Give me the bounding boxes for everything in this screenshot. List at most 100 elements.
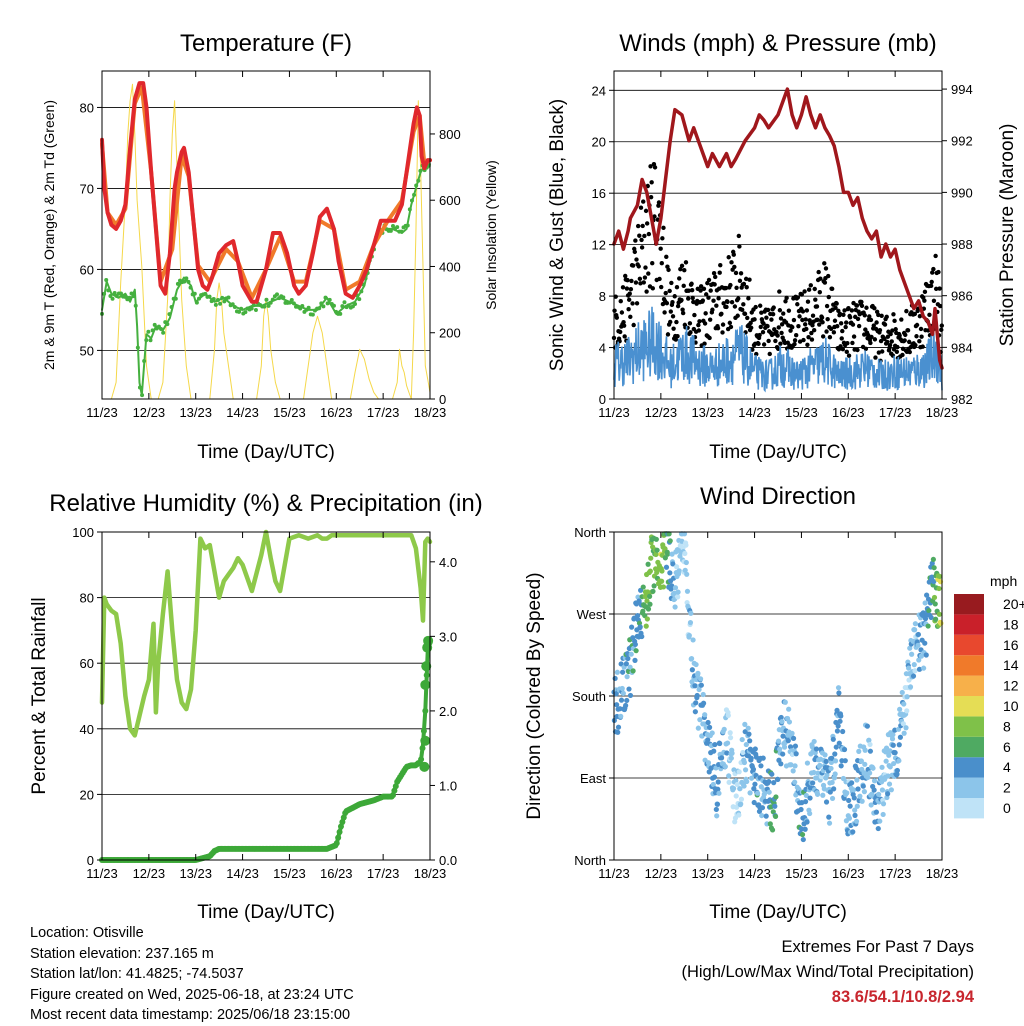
direction-point [916, 657, 922, 663]
direction-point [779, 718, 785, 725]
direction-point [800, 836, 806, 843]
dewpoint-line [101, 163, 431, 396]
direction-point [758, 763, 764, 769]
direction-point [740, 749, 746, 756]
gust-point [769, 317, 774, 322]
direction-point [681, 531, 688, 537]
gust-point [844, 349, 849, 355]
gust-point [659, 261, 664, 266]
dewpoint-point [207, 294, 212, 299]
direction-point [627, 692, 634, 699]
gust-point [797, 314, 802, 319]
wind-y2-tick-label: 994 [951, 82, 973, 97]
gust-point [624, 286, 630, 291]
direction-point [829, 795, 836, 802]
legend-label: 10 [1003, 698, 1019, 714]
direction-point [645, 606, 652, 612]
direction-point [903, 725, 909, 731]
rh-y2-tick-label: 4.0 [439, 555, 457, 570]
direction-point [790, 735, 797, 741]
direction-point [650, 588, 656, 594]
gust-point [859, 299, 864, 305]
gust-point [778, 316, 784, 321]
gust-point [907, 349, 912, 355]
gust-point [827, 334, 833, 340]
gust-point [672, 294, 677, 299]
wind-y-tick-label: 4 [599, 341, 606, 356]
gust-point [882, 336, 887, 342]
direction-point [811, 738, 817, 745]
dewpoint-point [388, 228, 393, 233]
direction-point [847, 803, 853, 809]
direction-point [910, 673, 917, 679]
direction-point [714, 813, 720, 819]
gust-point [677, 276, 682, 281]
direction-point [793, 751, 799, 757]
legend-swatch [954, 655, 984, 676]
gust-point [791, 317, 797, 323]
direction-point [792, 763, 798, 769]
gust-point [779, 322, 785, 327]
dir-y-tick-label: North [574, 853, 606, 868]
direction-point [760, 755, 766, 761]
wind-x-tick-label: 17/23 [879, 405, 912, 420]
gust-point [783, 299, 788, 304]
dewpoint-point [211, 297, 216, 302]
temperature-panel: Temperature (F) 50607080020040060080011/… [41, 30, 499, 463]
dewpoint-point [188, 285, 193, 290]
direction-point [837, 718, 843, 724]
direction-point [623, 661, 629, 667]
gust-point [657, 276, 662, 282]
direction-point [901, 730, 907, 736]
direction-point [748, 775, 755, 781]
gust-point [774, 329, 779, 335]
gust-point [740, 307, 745, 312]
direction-point [833, 744, 839, 750]
gust-point [661, 225, 666, 231]
dewpoint-point [161, 330, 166, 335]
direction-point [669, 551, 675, 557]
direction-point [879, 787, 885, 793]
direction-point [925, 623, 931, 629]
direction-point [841, 746, 848, 753]
gust-point [707, 335, 712, 341]
direction-point [807, 795, 813, 801]
gust-point [801, 337, 806, 343]
temp-2m-line [100, 81, 432, 304]
dewpoint-point [321, 304, 326, 309]
direction-point [912, 668, 918, 674]
gust-point [702, 321, 708, 326]
gust-point [795, 295, 801, 300]
gust-point [770, 312, 776, 317]
gust-point [846, 305, 851, 311]
direction-point [644, 616, 650, 622]
direction-point [769, 771, 775, 777]
direction-point [827, 789, 833, 795]
direction-point [857, 793, 863, 799]
direction-point [775, 776, 781, 782]
gust-point [773, 338, 778, 344]
direction-point [810, 780, 816, 786]
wind-y2-tick-label: 990 [951, 185, 973, 200]
gust-point [809, 337, 815, 342]
precipitation-point [336, 829, 343, 836]
direction-point [698, 682, 704, 688]
gust-point [804, 326, 809, 332]
temp-2m-series [100, 81, 432, 304]
gust-point [617, 329, 623, 335]
gust-point [887, 343, 893, 348]
direction-point [867, 770, 873, 776]
gust-point [799, 292, 805, 297]
wind-x-tick-label: 11/23 [598, 405, 630, 420]
direction-point [834, 707, 840, 713]
dewpoint-point [395, 225, 400, 230]
gust-point [708, 288, 713, 293]
gust-point [854, 303, 860, 308]
humidity-xlabel: Time (Day/UTC) [197, 902, 335, 923]
gust-point [820, 334, 826, 339]
gust-point [746, 296, 751, 301]
gust-point [688, 330, 693, 335]
direction-point [789, 730, 795, 736]
gust-point [735, 313, 740, 318]
